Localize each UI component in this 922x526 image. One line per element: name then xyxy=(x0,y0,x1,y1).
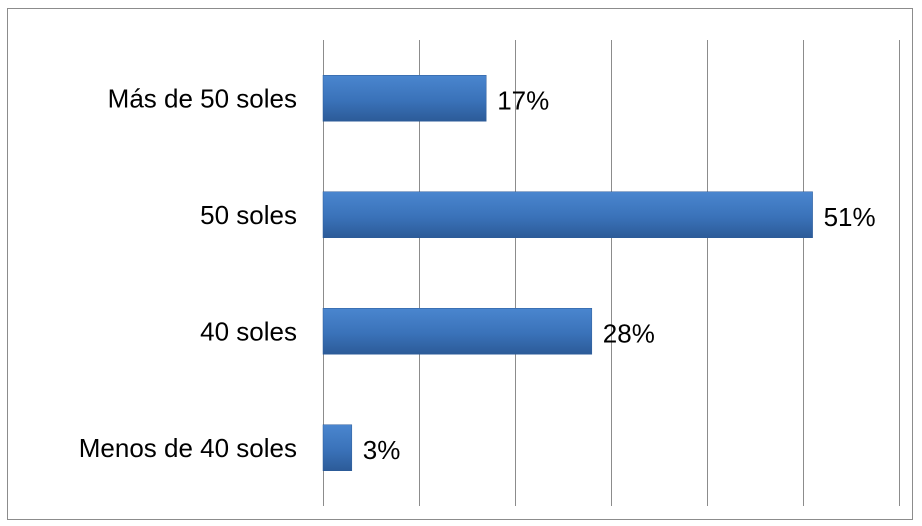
bar-mas-de-50-soles xyxy=(322,75,487,122)
category-label-mas-de-50-soles: Más de 50 soles xyxy=(108,83,297,113)
bar-50-soles xyxy=(322,191,813,238)
category-label-menos-de-40-soles: Menos de 40 soles xyxy=(79,433,297,463)
category-label-50-soles: 50 soles xyxy=(200,200,297,230)
bar-40-soles xyxy=(322,308,593,355)
value-label-menos-de-40-soles: 3% xyxy=(363,435,401,465)
bars xyxy=(322,75,813,471)
value-label-40-soles: 28% xyxy=(603,318,655,348)
bar-menos-de-40-soles xyxy=(322,424,353,471)
labels: Más de 50 soles 17% 50 soles 51% 40 soles 28%… xyxy=(79,83,876,465)
value-label-mas-de-50-soles: 17% xyxy=(497,85,549,115)
value-label-50-soles: 51% xyxy=(824,202,876,232)
category-label-40-soles: 40 soles xyxy=(200,316,297,346)
